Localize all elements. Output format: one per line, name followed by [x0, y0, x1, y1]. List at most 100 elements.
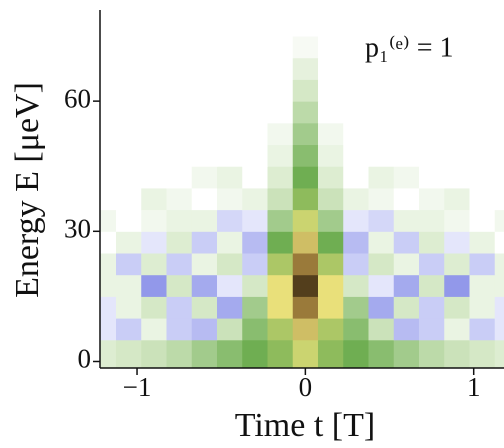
cell [495, 340, 504, 384]
cell [166, 58, 192, 80]
cell [318, 318, 344, 340]
cell [267, 296, 293, 318]
cell [91, 188, 117, 210]
cell [368, 166, 394, 188]
cell [116, 188, 142, 210]
cell [318, 166, 344, 188]
cell [217, 210, 243, 232]
cell [394, 145, 420, 167]
cell [293, 101, 319, 123]
y-tick-label: 0 [78, 344, 92, 374]
cell [192, 318, 218, 340]
cell [91, 58, 117, 80]
cell [217, 166, 243, 188]
cell [141, 123, 167, 145]
cell [141, 231, 167, 253]
cell [495, 145, 504, 167]
cell [242, 58, 268, 80]
cell [318, 275, 344, 297]
y-axis-label: Energy E [μeV] [9, 82, 46, 298]
cell [394, 253, 420, 275]
cell [469, 318, 495, 340]
cell [116, 145, 142, 167]
cell [91, 231, 117, 253]
cell [217, 296, 243, 318]
cell [343, 231, 369, 253]
cell [141, 145, 167, 167]
cell [293, 145, 319, 167]
cell [444, 231, 470, 253]
cell [192, 340, 218, 384]
cell [91, 210, 117, 232]
cell [267, 123, 293, 145]
cell [293, 318, 319, 340]
cell [116, 231, 142, 253]
cell [166, 275, 192, 297]
cell [318, 253, 344, 275]
cell [267, 318, 293, 340]
cell [495, 79, 504, 101]
cell [166, 145, 192, 167]
cell [419, 340, 445, 384]
cell [217, 14, 243, 36]
cell [192, 275, 218, 297]
cell [419, 188, 445, 210]
cell [469, 145, 495, 167]
cell [192, 123, 218, 145]
cell [166, 101, 192, 123]
cell [166, 188, 192, 210]
cell [141, 210, 167, 232]
cell [141, 296, 167, 318]
cell [141, 275, 167, 297]
cell [293, 210, 319, 232]
cell [141, 36, 167, 58]
cell [495, 318, 504, 340]
cell [267, 210, 293, 232]
cell [444, 101, 470, 123]
x-axis-label: Time t [T] [235, 407, 375, 444]
cell [242, 188, 268, 210]
cell [141, 318, 167, 340]
cell [242, 36, 268, 58]
cell [116, 79, 142, 101]
cell [217, 101, 243, 123]
cell [419, 296, 445, 318]
cell [217, 36, 243, 58]
cell [91, 296, 117, 318]
cell [495, 275, 504, 297]
cell [318, 101, 344, 123]
cell [192, 296, 218, 318]
cell [217, 253, 243, 275]
cell [368, 296, 394, 318]
cell [368, 340, 394, 384]
cell [192, 79, 218, 101]
cell [192, 188, 218, 210]
cell [166, 340, 192, 384]
cell [192, 253, 218, 275]
cell [318, 36, 344, 58]
cell [242, 101, 268, 123]
cell [116, 14, 142, 36]
cell [217, 231, 243, 253]
cell [91, 14, 117, 36]
cell [495, 210, 504, 232]
cell [267, 58, 293, 80]
cell [192, 58, 218, 80]
cell [318, 188, 344, 210]
cell [419, 79, 445, 101]
cell [343, 253, 369, 275]
cell [495, 166, 504, 188]
cell [242, 231, 268, 253]
cell [217, 318, 243, 340]
cell [91, 166, 117, 188]
cell [166, 318, 192, 340]
cell [141, 58, 167, 80]
cell [368, 318, 394, 340]
cell [192, 231, 218, 253]
cell [419, 145, 445, 167]
cell [141, 14, 167, 36]
cell [166, 166, 192, 188]
cell [419, 253, 445, 275]
cell [419, 123, 445, 145]
